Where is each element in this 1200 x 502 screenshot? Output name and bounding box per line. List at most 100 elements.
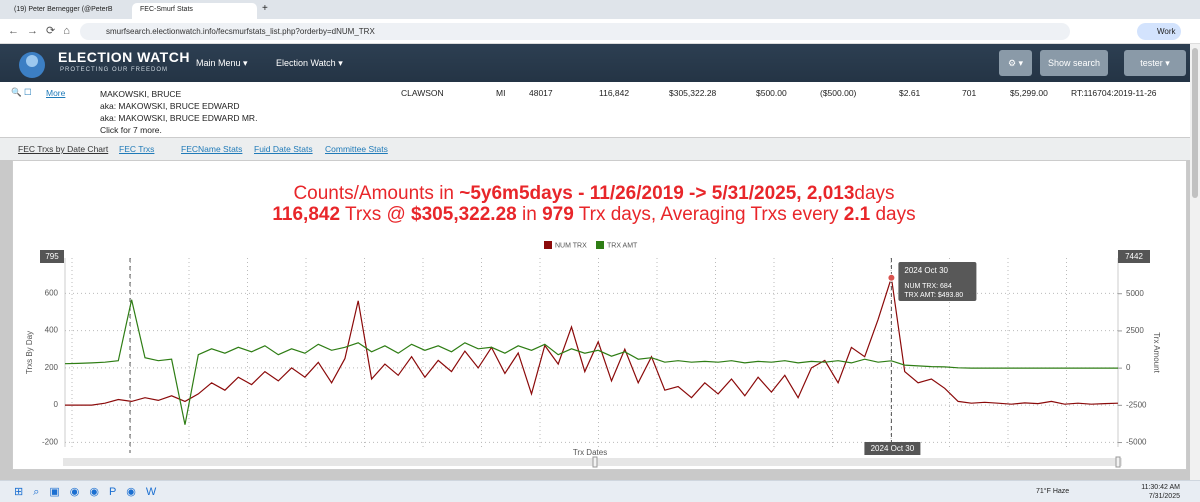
crosshair-y2-label: 7442: [1125, 252, 1143, 261]
crosshair-x-box: [864, 442, 921, 455]
chart-title: Counts/Amounts in ~5y6m5days - 11/26/201…: [293, 183, 894, 204]
taskbar: ⊞⌕▣◉◉P◉W 71°F Haze 11:30:42 AM 7/31/2025: [0, 480, 1200, 502]
alias: aka: MAKOWSKI, BRUCE EDWARD MR.: [100, 113, 258, 123]
title-segment: 979: [542, 204, 574, 225]
crosshair-y2-box: [1118, 250, 1150, 263]
y2-tick-label: 2500: [1126, 326, 1144, 335]
title-segment: Trx days, Averaging Trxs every: [574, 204, 844, 225]
y-tick-label: 0: [54, 400, 59, 409]
cell: 116,842: [599, 88, 630, 98]
x-axis-title: Trx Dates: [573, 448, 607, 457]
chart-title: 116,842 Trxs @ $305,322.28 in 979 Trx da…: [272, 204, 915, 225]
y-tick-label: 600: [45, 288, 59, 297]
title-segment: days: [854, 183, 894, 204]
navigator-handle: [592, 456, 598, 468]
site-nav: ELECTION WATCH PROTECTING OUR FREEDOM Ma…: [0, 44, 1190, 82]
tooltip: [898, 262, 977, 301]
time: 11:30:42 AM: [1141, 484, 1180, 491]
nav-buttons[interactable]: ←→⟳⌂: [8, 25, 78, 37]
record-row: 🔍 ☐ More MAKOWSKI, BRUCE aka: MAKOWSKI, …: [0, 82, 1190, 138]
hover-point: [887, 273, 896, 282]
title-segment: - 11/26/2019 -> 5/31/2025,: [573, 183, 807, 204]
clock[interactable]: 11:30:42 AM 7/31/2025: [1132, 483, 1180, 501]
cell: CLAWSON: [401, 88, 444, 98]
title-segment: 116,842: [272, 204, 340, 225]
tooltip-line: TRX AMT: $493.80: [904, 292, 963, 299]
cell: ($500.00): [820, 88, 857, 98]
scrollbar[interactable]: [1190, 44, 1200, 480]
logo-title[interactable]: ELECTION WATCH: [58, 49, 190, 65]
cell: $2.61: [899, 88, 921, 98]
menu[interactable]: Election Watch ▾: [276, 58, 343, 68]
more-link[interactable]: More: [46, 88, 66, 98]
address-bar: ←→⟳⌂ smurfsearch.electionwatch.info/fecs…: [0, 19, 1200, 44]
y2-tick-label: -2500: [1126, 400, 1147, 409]
weather-temp: 71°F: [1036, 488, 1051, 495]
taskbar-icons[interactable]: ⊞⌕▣◉◉P◉W: [14, 486, 167, 498]
cell: RT:116704:2019-11-26: [1071, 88, 1157, 98]
user-name: tester: [1140, 58, 1163, 68]
crosshair-y-box: [40, 250, 64, 263]
y2-tick-label: -5000: [1126, 438, 1147, 447]
crosshair-x-label: 2024 Oct 30: [871, 444, 915, 453]
legend-label: TRX AMT: [607, 242, 638, 249]
tab-bar: (19) Peter Bernegger (@PeterB FEC-Smurf …: [0, 0, 1200, 19]
y-tick-label: 400: [45, 326, 59, 335]
title-segment: 2.1: [844, 204, 871, 225]
weather[interactable]: 71°F Haze: [1036, 488, 1069, 495]
series-line: [64, 299, 1118, 425]
row-icons[interactable]: 🔍 ☐: [11, 87, 32, 97]
cell: $5,299.00: [1010, 88, 1048, 98]
logo-subtitle: PROTECTING OUR FREEDOM: [60, 67, 169, 73]
y-tick-label: -200: [42, 437, 59, 446]
tooltip-title: 2024 Oct 30: [904, 266, 948, 275]
menu[interactable]: Main Menu ▾: [196, 58, 248, 68]
menu-label: Main Menu: [196, 58, 241, 68]
new-tab[interactable]: +: [262, 3, 268, 14]
profile-button[interactable]: Work: [1137, 23, 1181, 40]
tab-link[interactable]: Fuid Date Stats: [254, 144, 313, 154]
tab-link[interactable]: FEC Trxs: [119, 144, 155, 154]
title-segment: Trxs @: [340, 204, 411, 225]
chart-panel: [12, 160, 1187, 470]
series-line: [65, 277, 1119, 406]
tab-row: FEC Trxs by Date Chart FEC Trxs FECName St…: [0, 138, 1190, 160]
y2-axis-title: Trx Amount: [1152, 332, 1161, 373]
search-button[interactable]: Show search: [1040, 50, 1108, 76]
name: MAKOWSKI, BRUCE: [100, 89, 182, 99]
tab-active[interactable]: FEC Trxs by Date Chart: [18, 144, 109, 154]
tooltip-line: NUM TRX: 684: [904, 283, 951, 290]
title-segment: ~5y6m5days: [459, 183, 573, 204]
user-menu[interactable]: tester ▾: [1124, 50, 1186, 76]
legend-swatch: [596, 241, 604, 249]
cell: 701: [962, 88, 977, 98]
y2-tick-label: 0: [1126, 363, 1131, 372]
cell: 48017: [529, 88, 553, 98]
alias: aka: MAKOWSKI, BRUCE EDWARD: [100, 101, 240, 111]
browser-tab[interactable]: (19) Peter Bernegger (@PeterB: [14, 6, 113, 13]
tab-link[interactable]: FECName Stats: [181, 144, 243, 154]
title-segment: in: [517, 204, 542, 225]
settings-button[interactable]: ⚙ ▾: [999, 50, 1032, 76]
tab-link[interactable]: Committee Stats: [325, 144, 388, 154]
crosshair-y-label: 795: [45, 252, 59, 261]
name-cell: MAKOWSKI, BRUCE aka: MAKOWSKI, BRUCE EDW…: [100, 88, 257, 136]
cell: $305,322.28: [669, 88, 717, 98]
chart: Counts/Amounts in ~5y6m5days - 11/26/201…: [25, 183, 1161, 468]
weather-text: Haze: [1052, 488, 1070, 495]
url-field[interactable]: smurfsearch.electionwatch.info/fecsmurfs…: [80, 23, 1070, 40]
y-axis-title: Trxs By Day: [25, 331, 34, 374]
menu-label: Election Watch: [276, 58, 336, 68]
date: 7/31/2025: [1148, 493, 1180, 500]
legend-swatch: [544, 241, 552, 249]
logo-icon: [19, 52, 45, 78]
y-tick-label: 200: [45, 363, 59, 372]
cell: $500.00: [756, 88, 787, 98]
legend-label: NUM TRX: [555, 242, 587, 249]
more-note[interactable]: Click for 7 more.: [100, 125, 162, 135]
title-segment: $305,322.28: [411, 204, 517, 225]
navigator-handle: [1115, 456, 1121, 468]
browser-tab-active[interactable]: FEC-Smurf Stats: [132, 3, 257, 19]
